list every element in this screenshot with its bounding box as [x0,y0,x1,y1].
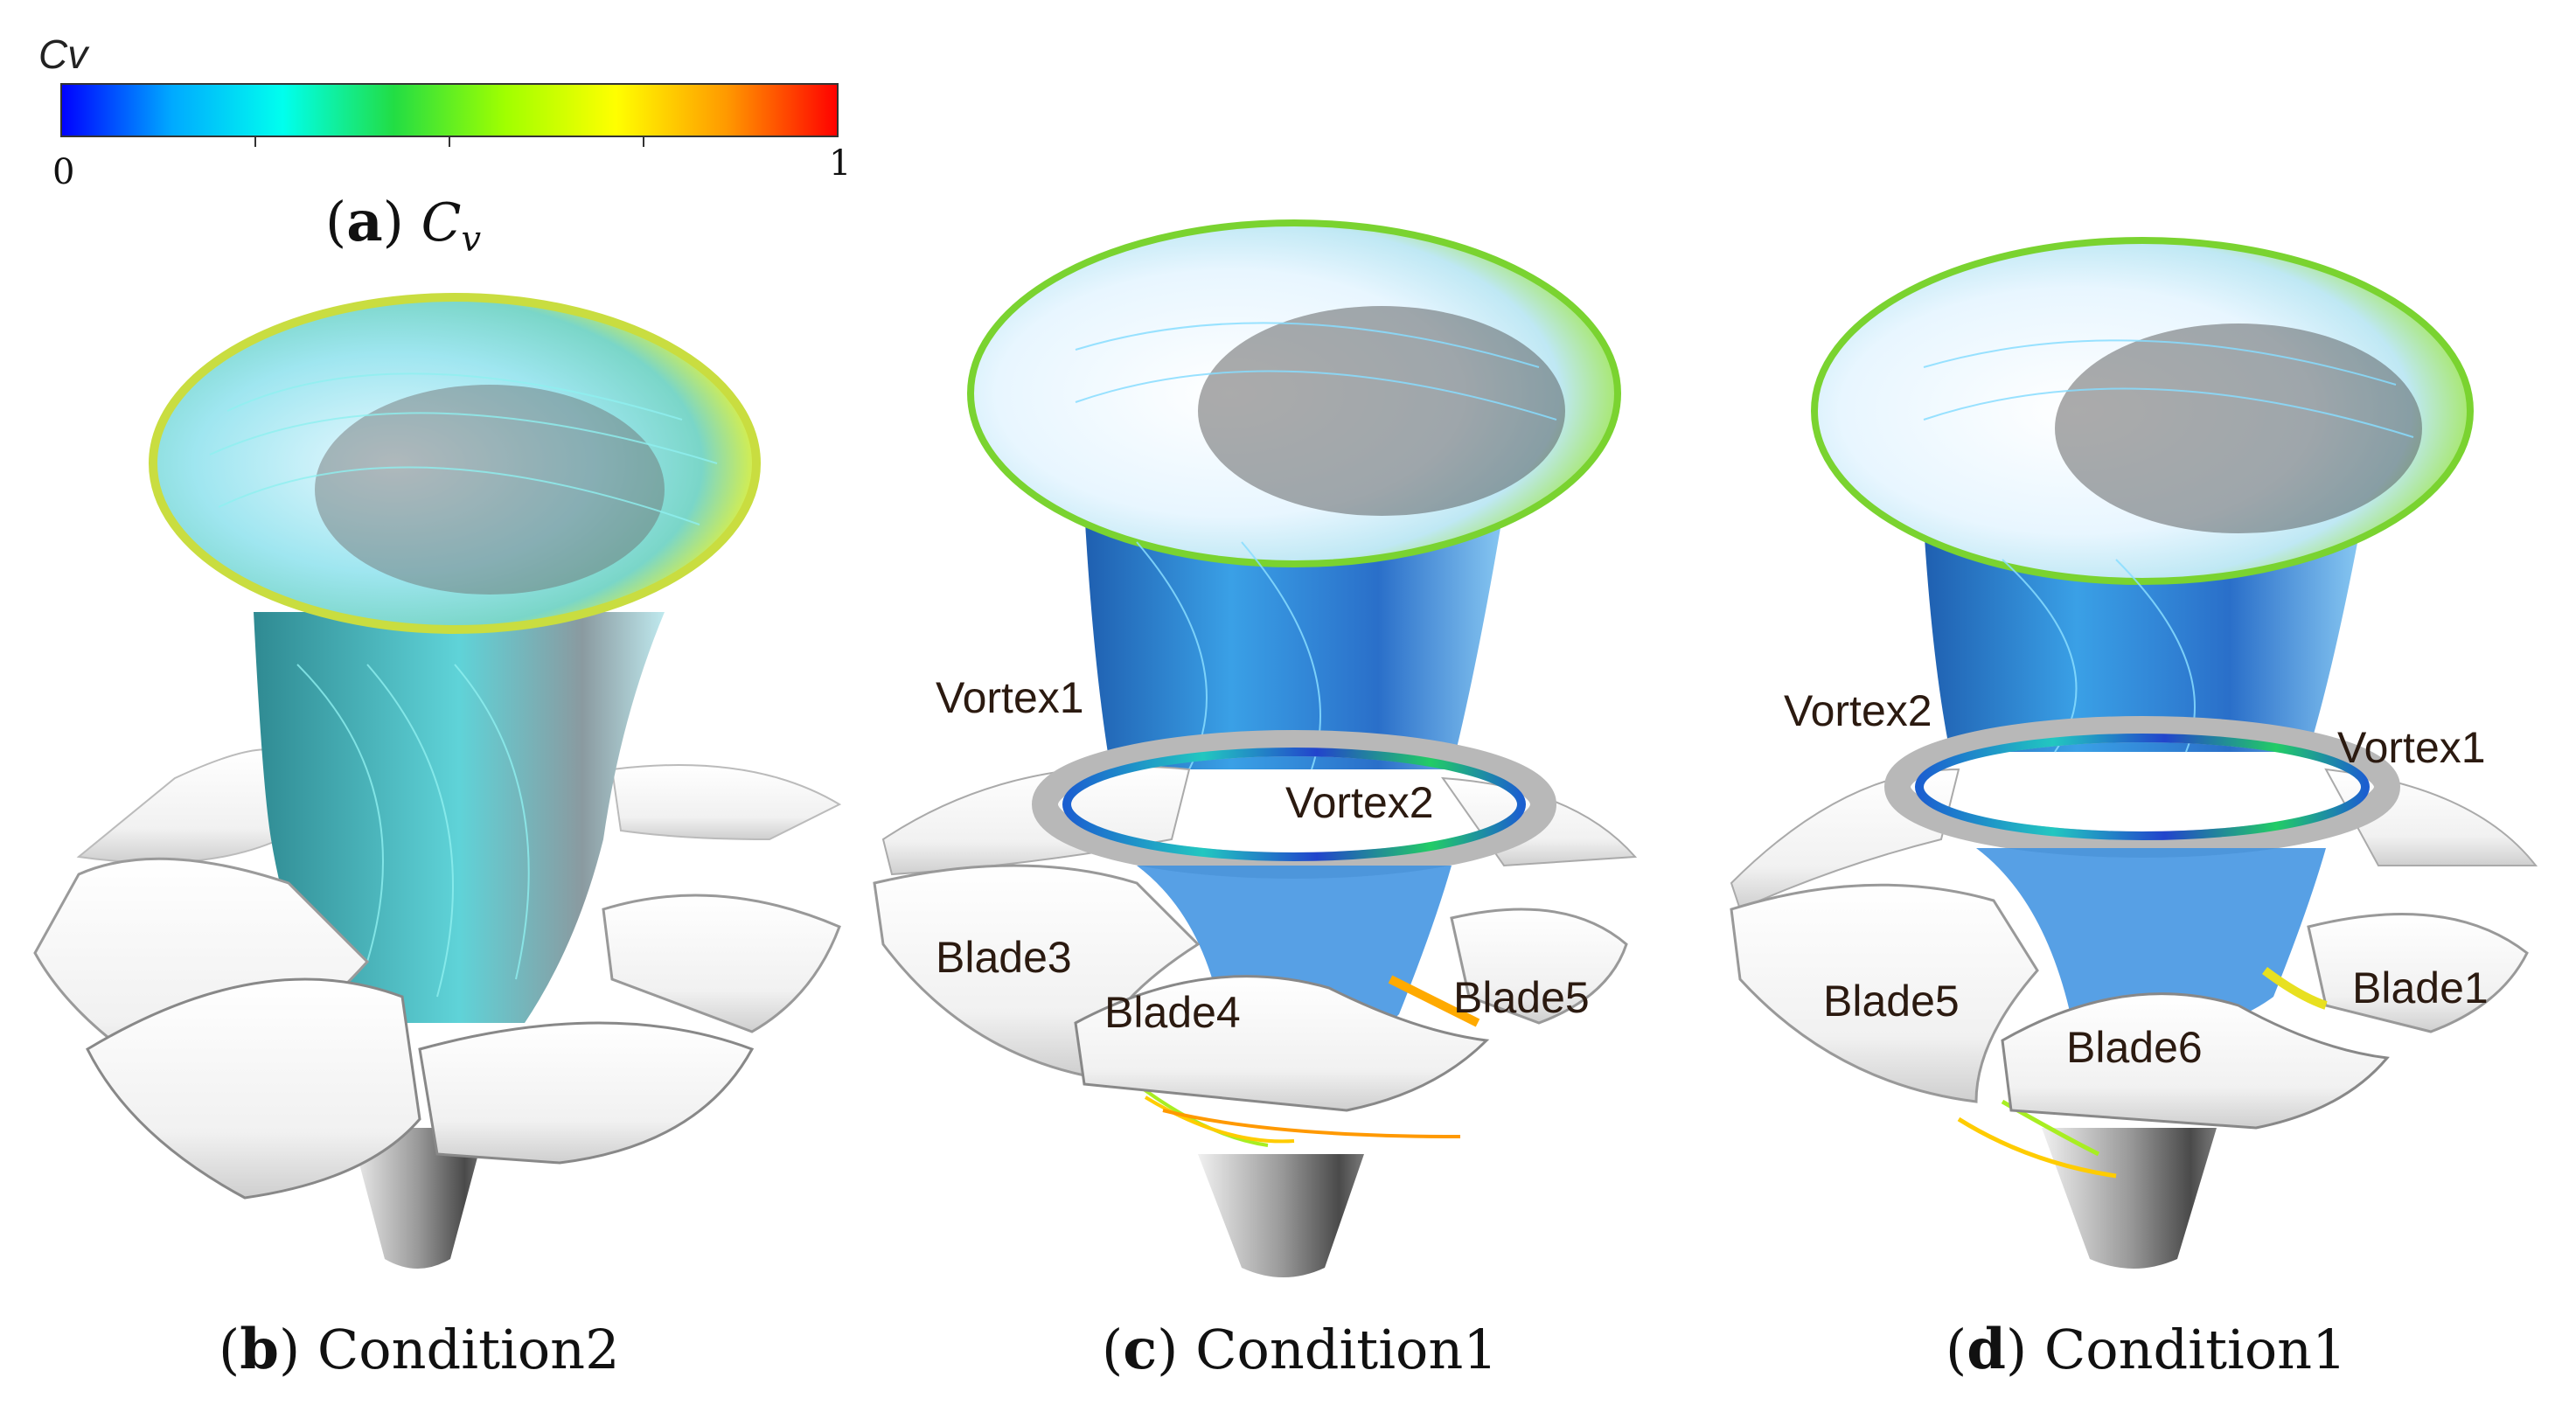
panel-b-draft-tube [254,612,665,1023]
panel-b-blade-front-right [418,1021,755,1165]
panel-d-blade6-shape [2001,992,2390,1130]
panel-c: Vortex1 Vortex2 Blade3 Blade4 Blade5 [873,219,1638,1277]
panel-d-blade1-shape [2307,912,2529,1033]
colorbar-min-label: 0 [52,152,74,192]
panel-d-runner-flow [1976,848,2326,1032]
panel-d-label-blade1: Blade1 [2352,963,2489,1012]
panel-c-blade5-shape [1450,908,1628,1025]
panel-d-draft-tube [1924,525,2361,752]
panel-d-vortex-ring [1915,734,2370,840]
panel-c-label-vortex1: Vortex1 [936,673,1084,722]
colorbar-title: Cv [38,31,90,77]
panel-c-label-blade3: Blade3 [936,933,1072,982]
panel-d-blade5-shape [1730,883,2039,1103]
panel-d-hub-cone [2042,1128,2217,1269]
panel-c-lower-streaks [1135,1082,1461,1147]
panel-b [33,293,842,1269]
panel-c-blade4-shape [1074,975,1490,1112]
panel-d-label-blade6: Blade6 [2066,1023,2203,1072]
colorbar-max-label: 1 [829,143,851,184]
caption-c: (c) Condition1 [1102,1317,1498,1382]
caption-c-text: Condition1 [1195,1318,1498,1381]
panel-c-vortex-ring [1062,748,1526,861]
panel-d-label-vortex2: Vortex2 [1784,686,1932,735]
panel-c-runner-flow [1137,866,1452,1046]
colorbar: Cv 0 1 [38,31,851,192]
panel-d-label-vortex1: Vortex1 [2337,723,2486,772]
panel-b-streamlines [209,372,718,998]
panel-b-blade-front-center [86,977,421,1200]
panel-d-ring-outer [1884,716,2400,858]
panel-c-label-blade5: Blade5 [1453,973,1590,1022]
caption-c-letter: c [1123,1317,1157,1382]
panel-d-label-blade5: Blade5 [1823,977,1960,1026]
panel-d-inlet-bell [1811,237,2474,585]
caption-a-letter: a [346,189,382,254]
panel-d: Vortex2 Vortex1 Blade5 Blade6 Blade1 [1730,237,2538,1269]
panel-d-hot-streak [2262,966,2328,1010]
panel-c-inlet-bell [967,219,1621,567]
caption-d-text: Condition1 [2044,1318,2347,1381]
panel-b-inlet-bell [149,293,761,634]
caption-d-letter: d [1967,1317,2006,1382]
colorbar-ticks [254,136,644,147]
colorbar-bar [60,83,839,137]
panel-d-bell-shadow [2055,323,2422,533]
panel-b-blade-right [602,894,841,1033]
panel-c-hot-streak [1388,975,1480,1027]
panel-b-hub-cone [350,1128,485,1269]
panel-b-blade-back-right [610,764,842,841]
caption-b-text: Condition2 [317,1318,620,1381]
panel-c-streamlines [1075,322,1557,770]
caption-b: (b) Condition2 [219,1317,620,1382]
panel-c-draft-tube [1084,507,1504,769]
caption-a-symbol: C [421,192,462,254]
panel-b-blade-back-left [76,748,290,864]
panel-c-hub-cone [1198,1154,1364,1277]
caption-b-letter: b [240,1317,279,1382]
caption-a: (a) Cv [325,189,482,260]
panel-c-label-vortex2: Vortex2 [1285,778,1434,827]
svg-text:(a) Cv: (a) Cv [325,189,482,260]
panel-b-bell-shadow [315,385,665,595]
panel-c-label-blade4: Blade4 [1104,988,1241,1037]
panel-c-bell-shadow [1198,306,1565,516]
caption-a-subscript: v [462,219,482,260]
caption-d: (d) Condition1 [1946,1317,2347,1382]
